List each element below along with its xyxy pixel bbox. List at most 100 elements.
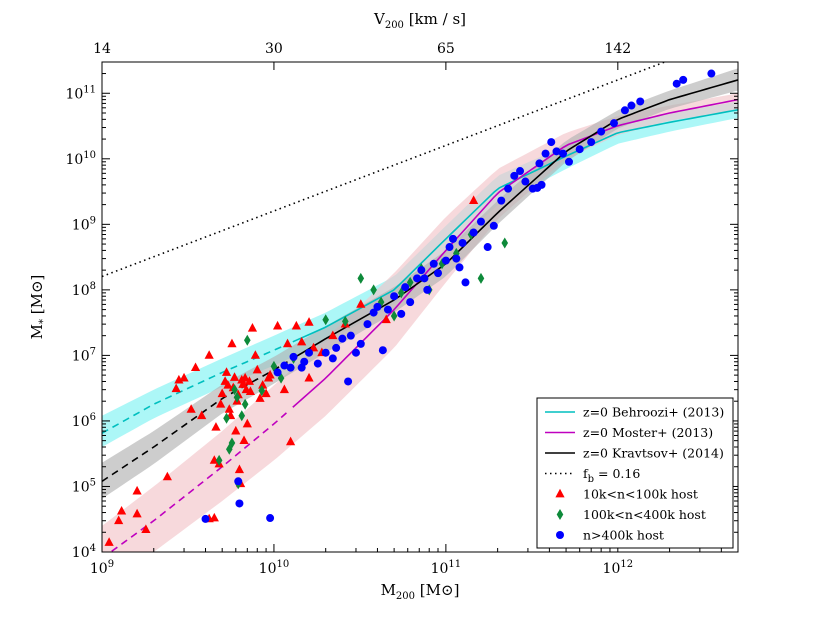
band-z-0-moster-2013- (102, 93, 738, 552)
data-point-circle (300, 357, 309, 366)
data-point-circle (201, 514, 210, 523)
legend-label: n>400k host (583, 528, 664, 543)
legend-swatch-marker (556, 531, 564, 539)
data-point-circle (441, 256, 450, 265)
x-tick-label: 109 (90, 559, 114, 577)
y-tick-label: 106 (72, 412, 96, 430)
data-point-triangle (190, 362, 201, 372)
data-point-circle (420, 274, 429, 283)
data-point-triangle (469, 195, 479, 205)
data-point-circle (521, 177, 530, 186)
data-point-diamond (357, 272, 365, 284)
data-point-diamond (244, 334, 251, 346)
line-dashed-z-0-kravtsov-2014- (102, 361, 288, 482)
data-point-triangle (132, 508, 142, 518)
data-point-circle (533, 183, 542, 192)
data-point-diamond (258, 385, 266, 397)
data-point-circle (609, 119, 618, 128)
data-point-diamond (228, 437, 236, 449)
baryon-fraction-line (102, 62, 667, 278)
data-point-triangle (258, 380, 268, 389)
y-tick-label: 107 (72, 346, 96, 364)
data-point-diamond (233, 391, 241, 403)
data-point-circle (564, 157, 573, 166)
data-point-circle (383, 305, 392, 314)
data-point-circle (672, 79, 681, 88)
data-point-circle (429, 259, 438, 268)
plot-area (102, 62, 738, 552)
data-point-triangle (304, 372, 314, 382)
data-point-triangle (229, 372, 240, 381)
data-point-triangle (244, 376, 255, 385)
legend-label: 10k<n<100k host (583, 487, 698, 502)
data-point-circle (489, 221, 498, 230)
data-point-triangle (234, 464, 245, 474)
data-point-circle (356, 339, 365, 348)
data-point-circle (516, 167, 525, 176)
data-point-diamond (231, 384, 238, 396)
data-point-circle (510, 171, 519, 180)
data-point-circle (344, 377, 353, 386)
data-point-triangle (250, 350, 260, 359)
data-point-circle (541, 149, 550, 158)
data-point-triangle (239, 435, 249, 445)
legend-label: fb = 0.16 (583, 466, 640, 485)
top-tick-label: 30 (265, 41, 283, 57)
data-point-triangle (224, 404, 234, 413)
y-tick-label: 104 (72, 543, 96, 561)
data-point-circle (289, 352, 298, 361)
data-point-circle (483, 243, 492, 252)
data-point-circle (338, 334, 347, 343)
data-point-triangle (304, 317, 314, 326)
data-point-circle (497, 196, 506, 205)
data-point-triangle (356, 299, 366, 308)
data-point-circle (476, 217, 485, 226)
data-point-circle (328, 354, 337, 363)
legend-label: z=0 Behroozi+ (2013) (583, 405, 724, 420)
data-point-diamond (453, 247, 460, 259)
data-point-circle (397, 309, 406, 318)
data-point-diamond (322, 314, 329, 326)
data-point-circle (620, 106, 629, 115)
legend-swatch-marker (556, 509, 564, 520)
data-point-triangle (252, 364, 262, 374)
data-point-triangle (221, 367, 232, 376)
data-point-circle (321, 348, 330, 357)
data-point-triangle (171, 383, 181, 393)
data-point-circle (423, 285, 432, 294)
data-point-triangle (240, 372, 250, 382)
data-point-triangle (216, 399, 226, 408)
data-point-circle (351, 348, 360, 357)
data-point-triangle (223, 380, 233, 389)
data-point-circle (280, 361, 289, 370)
data-point-triangle (291, 320, 301, 330)
data-point-diamond (223, 412, 230, 424)
data-point-circle (455, 263, 464, 272)
line-z-0-kravtsov-2014- (292, 79, 738, 360)
data-point-circle (390, 292, 399, 301)
data-point-circle (627, 101, 636, 110)
data-point-diamond (225, 443, 233, 455)
y-tick-label: 109 (72, 215, 96, 233)
data-point-circle (469, 228, 478, 237)
data-point-triangle (261, 388, 271, 398)
data-point-diamond (215, 454, 223, 466)
line-dashed-z-0-moster-2013- (109, 411, 289, 552)
data-point-diamond (390, 310, 398, 322)
data-point-circle (445, 243, 454, 252)
data-point-diamond (501, 237, 509, 249)
data-point-diamond (370, 284, 377, 296)
data-point-triangle (116, 505, 127, 515)
data-point-triangle (282, 338, 293, 348)
data-point-circle (575, 145, 584, 154)
data-point-triangle (231, 425, 241, 435)
top-tick-label: 142 (604, 41, 631, 57)
data-point-triangle (227, 338, 237, 348)
x-axis-title: M200 [M⊙] (381, 581, 460, 602)
data-point-triangle (242, 418, 252, 428)
top-axis-title: V200 [km / s] (373, 10, 466, 31)
data-point-circle (417, 266, 426, 275)
data-point-circle (266, 514, 275, 523)
